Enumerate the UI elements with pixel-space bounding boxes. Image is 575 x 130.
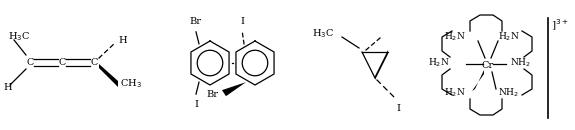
Text: Br: Br xyxy=(189,17,201,26)
Polygon shape xyxy=(99,64,118,87)
Text: H$_3$C: H$_3$C xyxy=(8,31,30,43)
Text: Cr: Cr xyxy=(482,60,494,70)
Text: H: H xyxy=(3,83,12,93)
Text: I: I xyxy=(240,17,244,26)
Text: C: C xyxy=(58,57,66,67)
Text: C: C xyxy=(90,57,98,67)
Polygon shape xyxy=(375,50,388,80)
Text: I: I xyxy=(396,104,400,113)
Text: H$_2$N: H$_2$N xyxy=(444,87,466,99)
Text: H$_2$N: H$_2$N xyxy=(498,31,520,43)
Text: ]$^{3+}$: ]$^{3+}$ xyxy=(551,18,569,33)
Text: C: C xyxy=(26,57,34,67)
Text: H$_2$N: H$_2$N xyxy=(428,57,450,69)
Text: H$_3$C: H$_3$C xyxy=(312,28,334,40)
Text: NH$_2$: NH$_2$ xyxy=(510,57,531,69)
Text: CH$_3$: CH$_3$ xyxy=(120,78,142,90)
Text: H: H xyxy=(118,35,126,44)
Text: I: I xyxy=(194,100,198,109)
Polygon shape xyxy=(472,70,484,91)
Text: H$_2$N: H$_2$N xyxy=(444,31,466,43)
Text: NH$_2$: NH$_2$ xyxy=(498,87,519,99)
Polygon shape xyxy=(222,82,246,96)
Text: Br: Br xyxy=(206,90,218,99)
